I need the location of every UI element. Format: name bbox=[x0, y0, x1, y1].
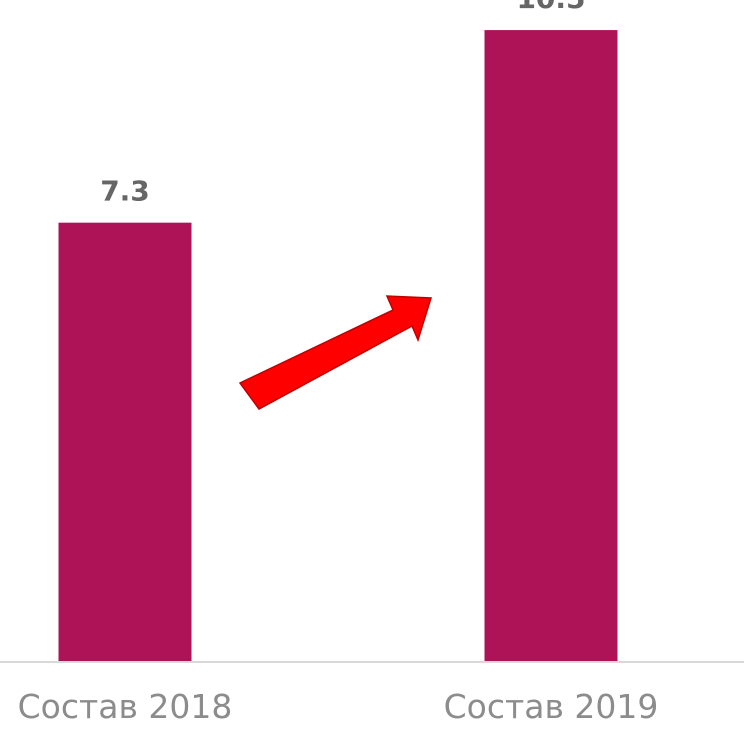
increase-arrow-icon bbox=[238, 295, 433, 410]
x-tick-label: Состав 2018 bbox=[18, 687, 233, 726]
bar-value-label: 10.5 bbox=[516, 0, 585, 15]
increase-arrow-shape bbox=[238, 295, 433, 410]
bars-group bbox=[58, 30, 618, 663]
bar-value-label: 7.3 bbox=[100, 175, 150, 208]
bar-2 bbox=[484, 30, 618, 663]
bar-1 bbox=[58, 222, 192, 662]
value-labels-group: 7.3 10.5 bbox=[100, 0, 585, 208]
x-tick-label: Состав 2019 bbox=[444, 687, 659, 726]
category-labels-group: Состав 2018 Состав 2019 bbox=[18, 687, 659, 726]
